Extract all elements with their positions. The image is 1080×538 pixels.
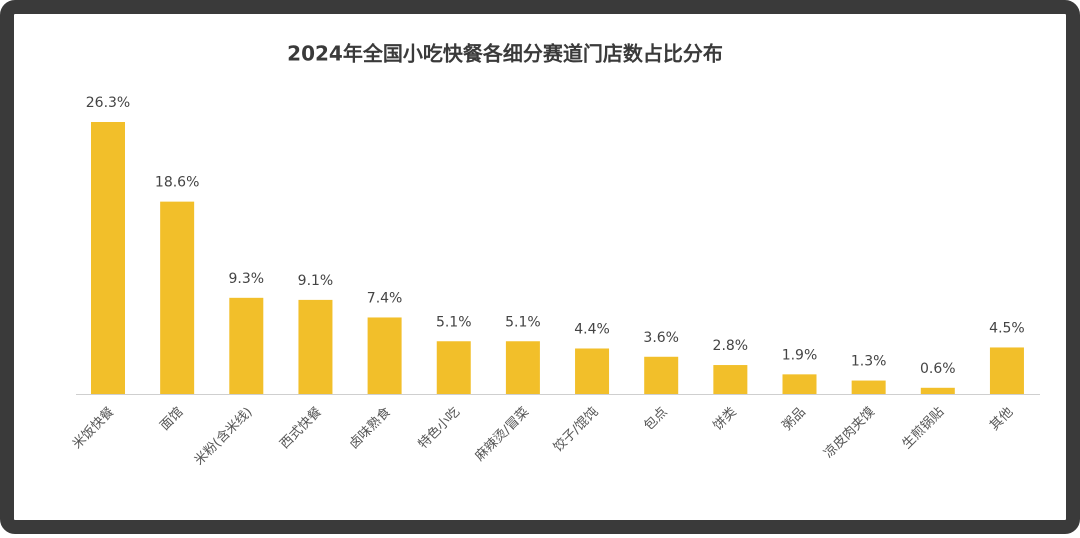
data-label: 3.6% [643, 330, 679, 346]
bar [713, 365, 748, 394]
bar [298, 299, 333, 394]
data-label: 5.1% [436, 314, 472, 330]
bar [505, 341, 540, 394]
bar [91, 122, 125, 394]
data-label: 4.4% [574, 321, 610, 337]
data-label: 18.6% [155, 175, 199, 191]
bar [575, 348, 610, 394]
bar [644, 356, 679, 394]
bar [367, 317, 402, 394]
data-label: 9.3% [229, 271, 265, 287]
bar [920, 387, 955, 394]
data-label: 0.6% [920, 361, 956, 377]
bar [989, 347, 1024, 394]
data-label: 1.3% [851, 354, 887, 370]
data-label: 5.1% [505, 314, 541, 330]
bar [782, 374, 817, 394]
data-label: 26.3% [86, 95, 130, 111]
data-label: 9.1% [298, 273, 334, 289]
data-label: 7.4% [367, 290, 403, 306]
data-label: 1.9% [782, 347, 818, 363]
data-label: 4.5% [989, 320, 1025, 336]
bar [229, 297, 264, 394]
bar [436, 341, 471, 394]
chart-title: 2024年全国小吃快餐各细分赛道门店数占比分布 [287, 42, 723, 66]
bar [851, 380, 886, 394]
data-label: 2.8% [713, 338, 749, 354]
bar [160, 201, 195, 394]
